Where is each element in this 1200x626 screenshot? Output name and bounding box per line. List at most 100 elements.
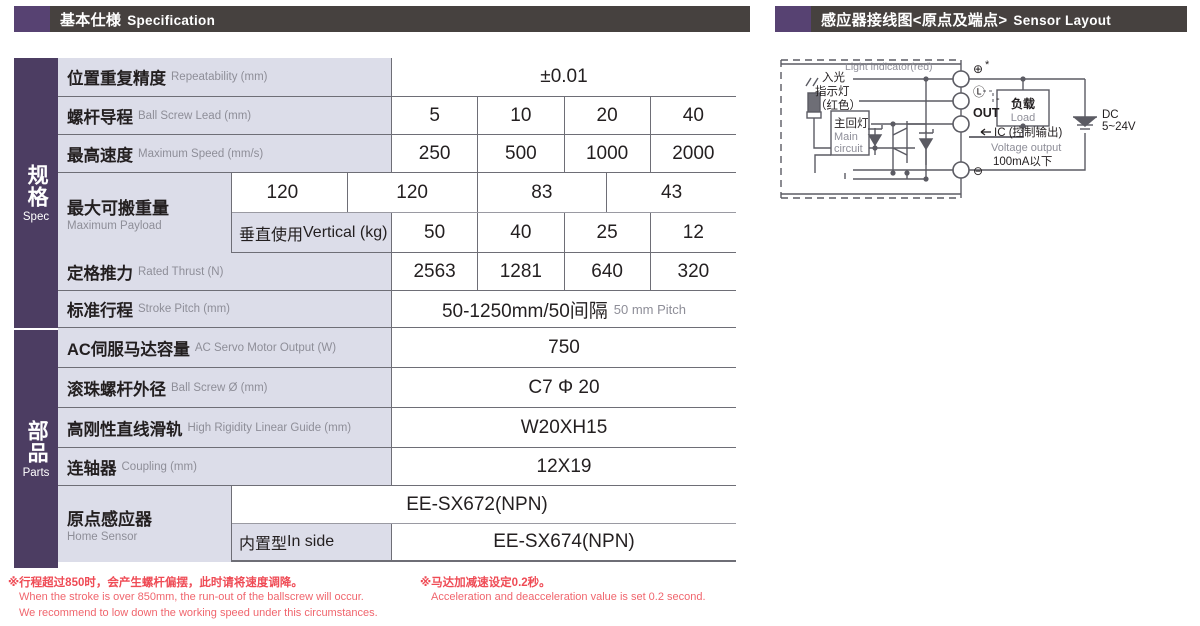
row-label-cn: 螺杆导程	[67, 108, 133, 127]
row-label: 定格推力 Rated Thrust (N)	[58, 253, 392, 290]
value-text: EE-SX672(NPN)	[406, 493, 548, 515]
value-cell: 25	[564, 213, 651, 252]
footnote-stroke-en-line1: When the stroke is over 850mm, the run-o…	[19, 591, 364, 603]
row-values: 250 500 1000 2000	[392, 135, 736, 172]
row-label-en: AC Servo Motor Output (W)	[194, 341, 337, 354]
value-text: W20XH15	[520, 416, 608, 438]
row-label-en: Rated Thrust (N)	[138, 265, 224, 278]
value-cell: 120	[218, 173, 348, 212]
incident-light-cn3: （红色）	[815, 98, 861, 112]
row-label-en: Maximum Payload	[67, 220, 162, 232]
value-cell: 43	[607, 173, 736, 212]
table-row: 螺杆导程 Ball Screw Lead (mm) 5 10 20 40	[58, 97, 736, 135]
value-cell: 120	[347, 173, 478, 212]
row-label-cn: 原点感应器	[67, 510, 152, 529]
table-row: 位置重复精度 Repeatability (mm) ±0.01	[58, 58, 736, 97]
row-label: AC伺服马达容量 AC Servo Motor Output (W)	[58, 328, 392, 367]
main-circuit-en-line1: Main	[834, 131, 858, 143]
value-cell: 50	[392, 213, 479, 252]
footnote-acceleration-en-line1: Acceleration and deacceleration value is…	[431, 591, 706, 603]
row-label-en: High Rigidity Linear Guide (mm)	[187, 421, 352, 434]
table-row: 高刚性直线滑轨 High Rigidity Linear Guide (mm) W2…	[58, 408, 736, 448]
terminal-minus-symbol: ⊖	[973, 164, 983, 178]
row-values: 2563 1281 640 320	[392, 253, 736, 290]
row-label-en: Home Sensor	[67, 531, 138, 543]
row-label: 螺杆导程 Ball Screw Lead (mm)	[58, 97, 392, 134]
row-label-en: Maximum Speed (mm/s)	[138, 147, 264, 160]
sidebar-group-parts-label-en: Parts	[22, 466, 50, 479]
row-label-en: Ball Screw Lead (mm)	[138, 109, 252, 122]
row-value-full: ±0.01	[392, 58, 736, 96]
ic-control-output-label: IC (控制输出)	[994, 125, 1063, 139]
sidebar-group-parts-label-cn: 部品	[25, 419, 49, 464]
value-cell: 2000	[650, 135, 736, 172]
sensor-header-text: 感应器接线图<原点及端点> Sensor Layout	[811, 9, 1111, 30]
row-values: 5 10 20 40	[392, 97, 736, 134]
row-sublabel-en: Vertical (kg)	[303, 223, 388, 241]
value-text: 50-1250mm/50间隔	[441, 300, 608, 322]
table-row-container: 位置重复精度 Repeatability (mm) ±0.01 螺杆导程 Ball Sc…	[58, 58, 736, 566]
row-label-cn: 连轴器	[67, 459, 117, 478]
sensor-title-en: Sensor Layout	[1013, 12, 1112, 28]
load-label-cn: 负载	[1011, 96, 1035, 111]
header-chip	[775, 6, 811, 32]
row-label: 标准行程 Stroke Pitch (mm)	[58, 291, 392, 327]
main-circuit-en-line2: circuit	[834, 143, 863, 155]
sensor-section-header: 感应器接线图<原点及端点> Sensor Layout	[775, 6, 1187, 32]
value-cell: 320	[650, 253, 736, 290]
header-chip	[14, 6, 50, 32]
footnote-stroke-cn: ※行程超过850时，会产生螺杆偏摆，此时请将速度调降。	[8, 577, 303, 589]
terminal-circles	[952, 70, 970, 179]
value-cell: 20	[564, 97, 651, 134]
row-value-full: 12X19	[392, 448, 736, 485]
value-cell: 83	[477, 173, 608, 212]
row-sublabel-cn: 内置型	[239, 536, 288, 553]
row-value-full: W20XH15	[392, 408, 736, 447]
specification-title-en: Specification	[127, 12, 216, 28]
row-label: 最大可搬重量 Maximum Payload	[58, 173, 232, 253]
incident-light-cn2: 指示灯	[815, 84, 850, 98]
value-cell: 12	[650, 213, 736, 252]
external-load-circuit	[969, 78, 1097, 171]
value-cell: 5	[392, 97, 479, 134]
table-row: 定格推力 Rated Thrust (N) 2563 1281 640 320	[58, 253, 736, 291]
value-subtext: 50 mm Pitch	[613, 301, 687, 317]
row-label-en: Coupling (mm)	[121, 460, 197, 473]
value-cell: 1281	[478, 253, 565, 290]
terminal-out-label: OUT	[973, 106, 1000, 120]
table-row: 标准行程 Stroke Pitch (mm) 50-1250mm/50间隔 50 mm…	[58, 291, 736, 328]
row-label-en: Stroke Pitch (mm)	[138, 303, 231, 315]
row-label: 最高速度 Maximum Speed (mm/s)	[58, 135, 392, 172]
dc-label: DC	[1102, 109, 1119, 121]
sensor-circuit-diagram: Light indicator(red) 入光 指示灯 （红色） 主回灯 Mai…	[775, 55, 1187, 205]
value-cell: 640	[564, 253, 651, 290]
sensor-title-cn: 感应器接线图<原点及端点>	[821, 11, 1008, 29]
sidebar-group-spec-label-cn: 规格	[25, 163, 49, 208]
row-label-cn: AC伺服马达容量	[67, 340, 190, 359]
table-row: 内置型 In side EE-SX674(NPN)	[58, 524, 736, 562]
table-row: 垂直使用 Vertical (kg) 50 40 25 12	[58, 213, 736, 253]
value-text: EE-SX674(NPN)	[493, 531, 635, 552]
value-cell: 40	[650, 97, 736, 134]
voltage-output-label: Voltage output	[991, 142, 1061, 154]
row-value-full: EE-SX674(NPN)	[392, 524, 736, 560]
terminal-minus-sign: -	[996, 93, 1000, 105]
sidebar-group-spec-label-en: Spec	[22, 210, 50, 223]
incident-light-cn1: 入光	[822, 70, 845, 84]
row-sublabel: 垂直使用 Vertical (kg)	[232, 213, 392, 252]
row-value-full: 750	[392, 328, 736, 367]
footnote-acceleration-cn: ※马达加减速设定0.2秒。	[420, 577, 551, 589]
value-text: 750	[548, 336, 580, 358]
table-row: 滚珠螺杆外径 Ball Screw Ø (mm) C7 Φ 20	[58, 368, 736, 408]
sidebar-group-spec: 规格 Spec	[14, 58, 58, 328]
row-values: 50 40 25 12	[392, 213, 736, 252]
table-row: AC伺服马达容量 AC Servo Motor Output (W) 750	[58, 328, 736, 368]
row-label-cn: 最大可搬重量	[67, 199, 169, 218]
sensor-circuit-svg: Light indicator(red) 入光 指示灯 （红色） 主回灯 Mai…	[780, 59, 1136, 199]
footnote-stroke: ※行程超过850时，会产生螺杆偏摆，此时请将速度调降。 When the str…	[8, 574, 378, 622]
terminal-star-symbol: *	[985, 59, 990, 71]
specification-header-text: 基本仕様 Specification	[50, 9, 215, 30]
row-label-cn: 滚珠螺杆外径	[67, 380, 166, 399]
